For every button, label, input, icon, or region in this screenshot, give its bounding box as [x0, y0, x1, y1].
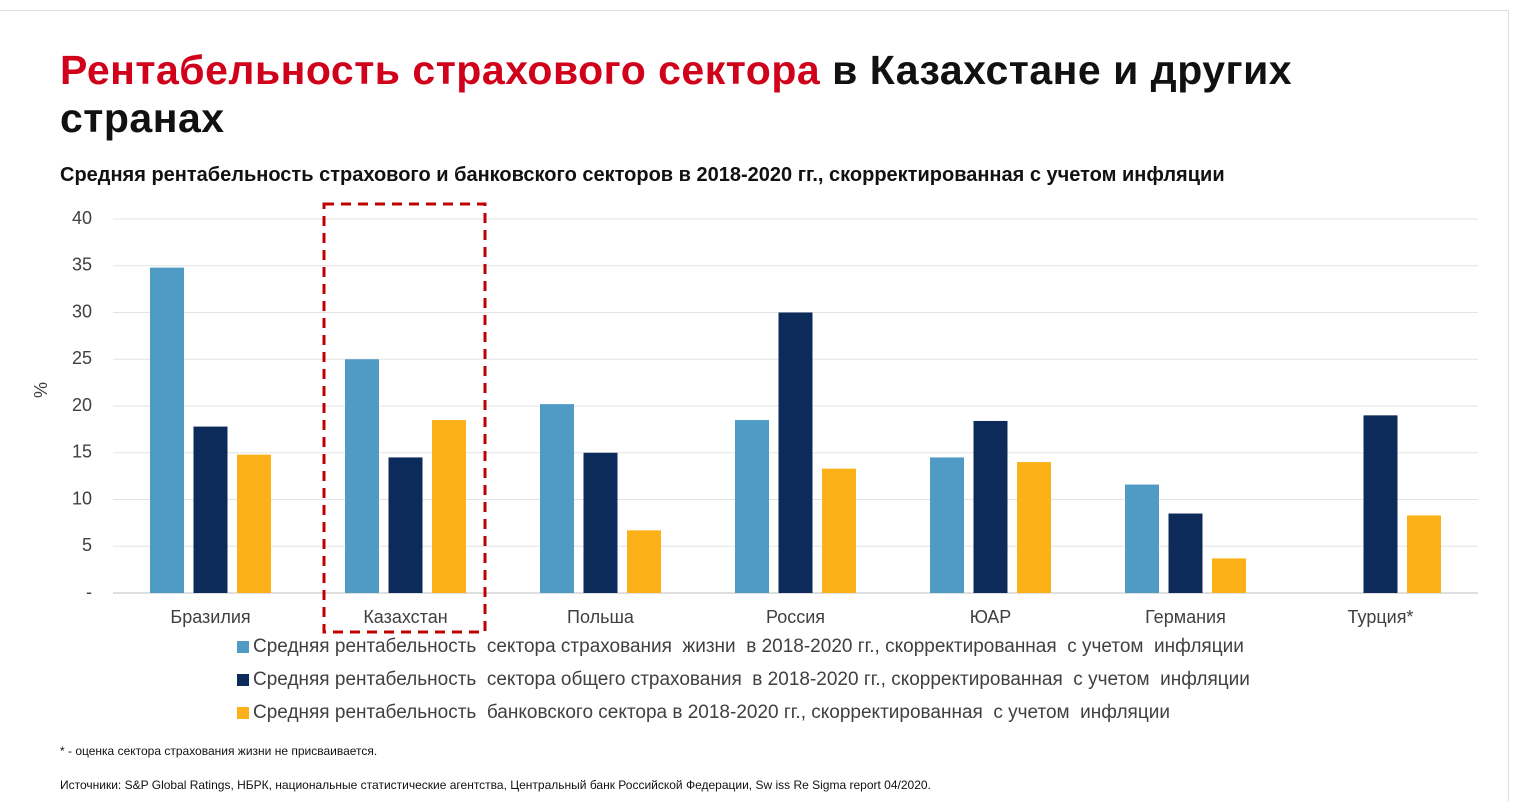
- y-axis-label: %: [31, 382, 51, 398]
- bar: [1125, 484, 1159, 593]
- legend-label: Средняя рентабельность сектора общего ст…: [253, 669, 1250, 690]
- sources: Источники: S&P Global Ratings, НБРК, нац…: [60, 778, 931, 792]
- bar: [735, 420, 769, 593]
- x-tick-label: Россия: [766, 607, 825, 627]
- y-tick-label: 25: [72, 348, 92, 368]
- x-tick-label: Германия: [1145, 607, 1226, 627]
- x-tick-label: Польша: [567, 607, 635, 627]
- y-tick-label: 35: [72, 255, 92, 275]
- bar: [345, 359, 379, 593]
- y-tick-label: 30: [72, 301, 92, 321]
- legend-swatch: [237, 641, 249, 653]
- y-tick-label: 15: [72, 442, 92, 462]
- slide-frame: [0, 10, 1509, 801]
- bar: [1212, 558, 1246, 593]
- x-tick-label: Бразилия: [170, 607, 250, 627]
- y-tick-label: 20: [72, 395, 92, 415]
- bar: [973, 420, 1008, 593]
- bar: [150, 267, 184, 593]
- bar: [583, 452, 618, 593]
- bar: [1017, 462, 1051, 593]
- title-accent: Рентабельность страхового сектора: [60, 47, 821, 93]
- bar: [1168, 513, 1203, 593]
- bar: [540, 404, 574, 593]
- title: Рентабельность страхового сектора в Каза…: [60, 46, 1460, 142]
- footnote: * - оценка сектора страхования жизни не …: [60, 744, 378, 758]
- bar: [778, 312, 813, 593]
- bar: [193, 426, 228, 593]
- x-tick-label: ЮАР: [970, 607, 1012, 627]
- subtitle: Средняя рентабельность страхового и банк…: [60, 164, 1225, 186]
- y-tick-label: 40: [72, 208, 92, 228]
- x-tick-label: Турция*: [1348, 607, 1414, 627]
- legend-label: Средняя рентабельность банковского секто…: [253, 702, 1170, 723]
- bar: [388, 457, 423, 593]
- y-tick-label: 5: [82, 535, 92, 555]
- bar: [930, 457, 964, 593]
- highlight-box: [322, 202, 487, 634]
- x-tick-label: Казахстан: [363, 607, 447, 627]
- bar: [627, 530, 661, 593]
- y-tick-label: 10: [72, 488, 92, 508]
- bar: [1407, 515, 1441, 593]
- bar: [822, 468, 856, 593]
- legend-label: Средняя рентабельность сектора страхован…: [253, 636, 1244, 657]
- bar: [432, 420, 466, 593]
- bar: [237, 454, 271, 593]
- legend-swatch: [237, 674, 249, 686]
- bar: [1363, 415, 1398, 593]
- title-rest: в Казахстане и других странах: [60, 47, 1293, 141]
- legend-swatch: [237, 707, 249, 719]
- y-tick-label: -: [86, 582, 92, 602]
